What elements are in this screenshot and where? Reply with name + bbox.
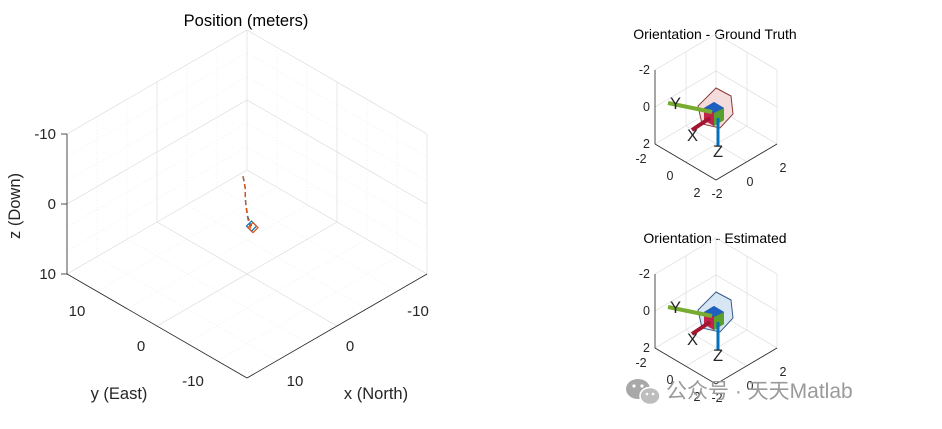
est-z-tick: -2 (639, 267, 650, 281)
estimated-x-label: X (687, 331, 698, 349)
z-tick-label: 0 (48, 196, 56, 213)
ground-truth-x-label: X (687, 127, 698, 145)
estimated-z-label: Z (713, 347, 723, 365)
gt-y-tick: 2 (694, 186, 701, 200)
est-y-tick: 2 (694, 390, 701, 404)
x-tick-label: -10 (407, 303, 429, 320)
z-tick-label: 10 (39, 266, 56, 283)
estimated-y-label: Y (670, 299, 681, 317)
ground-truth-title: Orientation - Ground Truth (633, 26, 796, 42)
y-tick-label: 0 (137, 338, 145, 355)
ground-truth-x-arrow (690, 116, 712, 132)
ground-truth-y-arrow (667, 101, 713, 114)
gt-x-tick: 0 (747, 175, 754, 189)
orientation-ground-truth-axes: Orientation - Ground Truth Y (633, 26, 796, 201)
watermark-text: 公众号 · 天天Matlab (666, 380, 853, 403)
gt-y-tick: 0 (667, 169, 674, 183)
gt-x-tick: -2 (711, 187, 722, 201)
estimated-y-arrow (667, 305, 713, 318)
ground-truth-y-label: Y (670, 95, 681, 113)
position-title: Position (meters) (184, 12, 309, 30)
z-axis-label: z (Down) (6, 173, 24, 239)
orientation-estimated-axes: Orientation - Estimated Y X Z (635, 230, 786, 405)
estimated-title: Orientation - Estimated (643, 230, 786, 246)
watermark: 公众号 · 天天Matlab (626, 379, 853, 406)
position-axes: Position (meters) (6, 12, 429, 403)
position-axis-lines (61, 133, 428, 379)
trajectory-series-1 (242, 176, 253, 232)
est-y-tick: -2 (635, 356, 646, 370)
y-tick-label: 10 (69, 303, 86, 320)
y-axis-label: y (East) (91, 385, 148, 403)
wechat-icon (626, 379, 661, 406)
estimated-axis-lines (654, 274, 778, 385)
est-z-tick: 2 (643, 341, 650, 355)
y-tick-label: -10 (182, 373, 204, 390)
gt-z-tick: -2 (639, 63, 650, 77)
ground-truth-axis-lines (654, 70, 778, 181)
est-x-tick: 2 (780, 365, 787, 379)
trajectory-end-marker (247, 221, 259, 234)
est-z-tick: 0 (643, 304, 650, 318)
trajectory-lines (242, 176, 259, 234)
gt-x-tick: 2 (780, 161, 787, 175)
x-tick-label: 10 (287, 373, 304, 390)
ground-truth-z-label: Z (713, 143, 723, 161)
position-grid (66, 29, 428, 379)
gt-z-tick: 0 (643, 100, 650, 114)
gt-y-tick: -2 (635, 152, 646, 166)
estimated-x-arrow (690, 320, 712, 336)
est-x-tick: 0 (747, 379, 754, 393)
x-axis-label: x (North) (344, 385, 408, 403)
est-y-tick: 0 (667, 373, 674, 387)
gt-z-tick: 2 (643, 137, 650, 151)
position-minor-grid (66, 47, 428, 362)
x-tick-label: 0 (346, 338, 354, 355)
est-x-tick: -2 (711, 391, 722, 405)
z-tick-label: -10 (34, 126, 56, 143)
